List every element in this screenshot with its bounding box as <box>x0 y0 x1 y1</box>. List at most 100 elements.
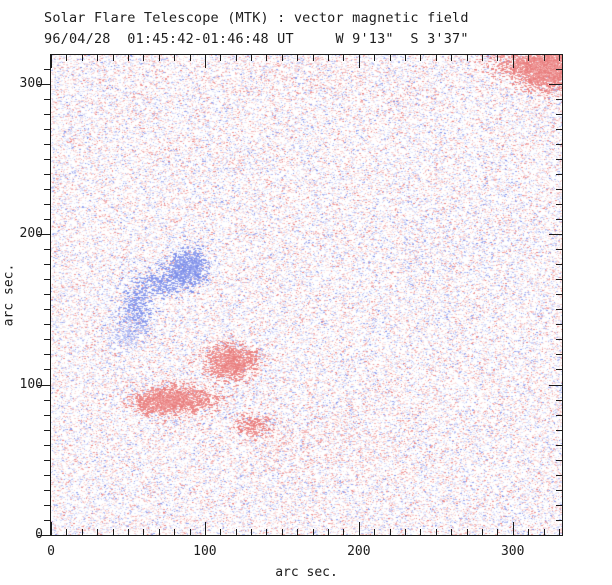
tick-mark <box>174 55 175 61</box>
tick-mark <box>556 114 562 115</box>
tick-mark <box>44 144 50 145</box>
tick-mark <box>44 445 50 446</box>
tick-mark <box>37 234 50 235</box>
tick-mark <box>44 520 50 521</box>
y-tick-label: 300 <box>19 75 43 91</box>
tick-mark <box>44 415 50 416</box>
tick-mark <box>313 529 314 535</box>
tick-mark <box>556 174 562 175</box>
tick-mark <box>549 234 562 235</box>
tick-mark <box>143 529 144 535</box>
tick-mark <box>51 522 52 535</box>
tick-mark <box>44 309 50 310</box>
tick-mark <box>549 84 562 85</box>
tick-mark <box>97 529 98 535</box>
tick-mark <box>374 55 375 61</box>
tick-mark <box>556 204 562 205</box>
magnetogram-canvas <box>51 55 562 535</box>
tick-mark <box>190 529 191 535</box>
tick-mark <box>556 490 562 491</box>
tick-mark <box>37 84 50 85</box>
tick-mark <box>343 529 344 535</box>
tick-mark <box>220 55 221 61</box>
x-axis-title: arc sec. <box>275 565 338 580</box>
tick-mark <box>513 55 514 68</box>
tick-mark <box>374 529 375 535</box>
x-tick-label: 0 <box>47 544 55 559</box>
tick-mark <box>405 529 406 535</box>
tick-mark <box>44 430 50 431</box>
tick-mark <box>556 339 562 340</box>
tick-mark <box>44 460 50 461</box>
tick-mark <box>159 55 160 61</box>
tick-mark <box>128 55 129 61</box>
tick-mark <box>328 55 329 61</box>
tick-mark <box>113 529 114 535</box>
tick-mark <box>451 55 452 61</box>
tick-mark <box>159 529 160 535</box>
tick-mark <box>174 529 175 535</box>
tick-mark <box>44 490 50 491</box>
tick-mark <box>343 55 344 61</box>
tick-mark <box>236 55 237 61</box>
tick-mark <box>359 522 360 535</box>
tick-mark <box>556 475 562 476</box>
tick-mark <box>251 55 252 61</box>
tick-mark <box>44 174 50 175</box>
tick-mark <box>556 129 562 130</box>
tick-mark <box>236 529 237 535</box>
tick-mark <box>482 529 483 535</box>
tick-mark <box>467 529 468 535</box>
tick-mark <box>66 529 67 535</box>
tick-mark <box>44 69 50 70</box>
tick-mark <box>390 55 391 61</box>
tick-mark <box>44 114 50 115</box>
tick-mark <box>44 339 50 340</box>
x-tick-label: 300 <box>500 544 525 559</box>
tick-mark <box>266 55 267 61</box>
tick-mark <box>544 55 545 61</box>
tick-mark <box>556 445 562 446</box>
tick-mark <box>44 189 50 190</box>
tick-mark <box>556 354 562 355</box>
tick-mark <box>556 219 562 220</box>
tick-mark <box>556 324 562 325</box>
tick-mark <box>556 460 562 461</box>
y-tick-label: 200 <box>19 226 43 242</box>
tick-mark <box>544 529 545 535</box>
tick-mark <box>44 219 50 220</box>
tick-mark <box>467 55 468 61</box>
plot-frame <box>50 54 563 536</box>
tick-mark <box>556 294 562 295</box>
page-title: Solar Flare Telescope (MTK) : vector mag… <box>44 10 469 26</box>
tick-mark <box>205 522 206 535</box>
tick-mark <box>44 99 50 100</box>
tick-mark <box>405 55 406 61</box>
tick-mark <box>44 204 50 205</box>
y-tick-label: 0 <box>35 527 43 542</box>
observation-subtitle: 96/04/28 01:45:42-01:46:48 UT W 9'13" S … <box>44 31 469 47</box>
tick-mark <box>549 385 562 386</box>
tick-mark <box>313 55 314 61</box>
tick-mark <box>390 529 391 535</box>
tick-mark <box>556 99 562 100</box>
tick-mark <box>359 55 360 68</box>
tick-mark <box>44 369 50 370</box>
tick-mark <box>44 279 50 280</box>
tick-mark <box>220 529 221 535</box>
tick-mark <box>420 55 421 61</box>
tick-mark <box>556 520 562 521</box>
tick-mark <box>44 294 50 295</box>
tick-mark <box>556 249 562 250</box>
tick-mark <box>559 529 560 535</box>
tick-mark <box>497 529 498 535</box>
tick-mark <box>143 55 144 61</box>
tick-mark <box>451 529 452 535</box>
tick-mark <box>44 264 50 265</box>
tick-mark <box>297 529 298 535</box>
tick-mark <box>556 264 562 265</box>
tick-mark <box>82 55 83 61</box>
tick-mark <box>556 69 562 70</box>
y-axis-title: arc sec. <box>1 263 17 327</box>
tick-mark <box>97 55 98 61</box>
